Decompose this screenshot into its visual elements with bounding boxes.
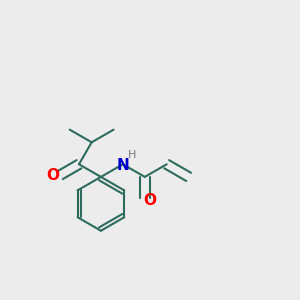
Text: H: H bbox=[128, 150, 136, 161]
Text: O: O bbox=[46, 167, 59, 182]
Text: N: N bbox=[116, 158, 129, 173]
Text: O: O bbox=[143, 194, 156, 208]
